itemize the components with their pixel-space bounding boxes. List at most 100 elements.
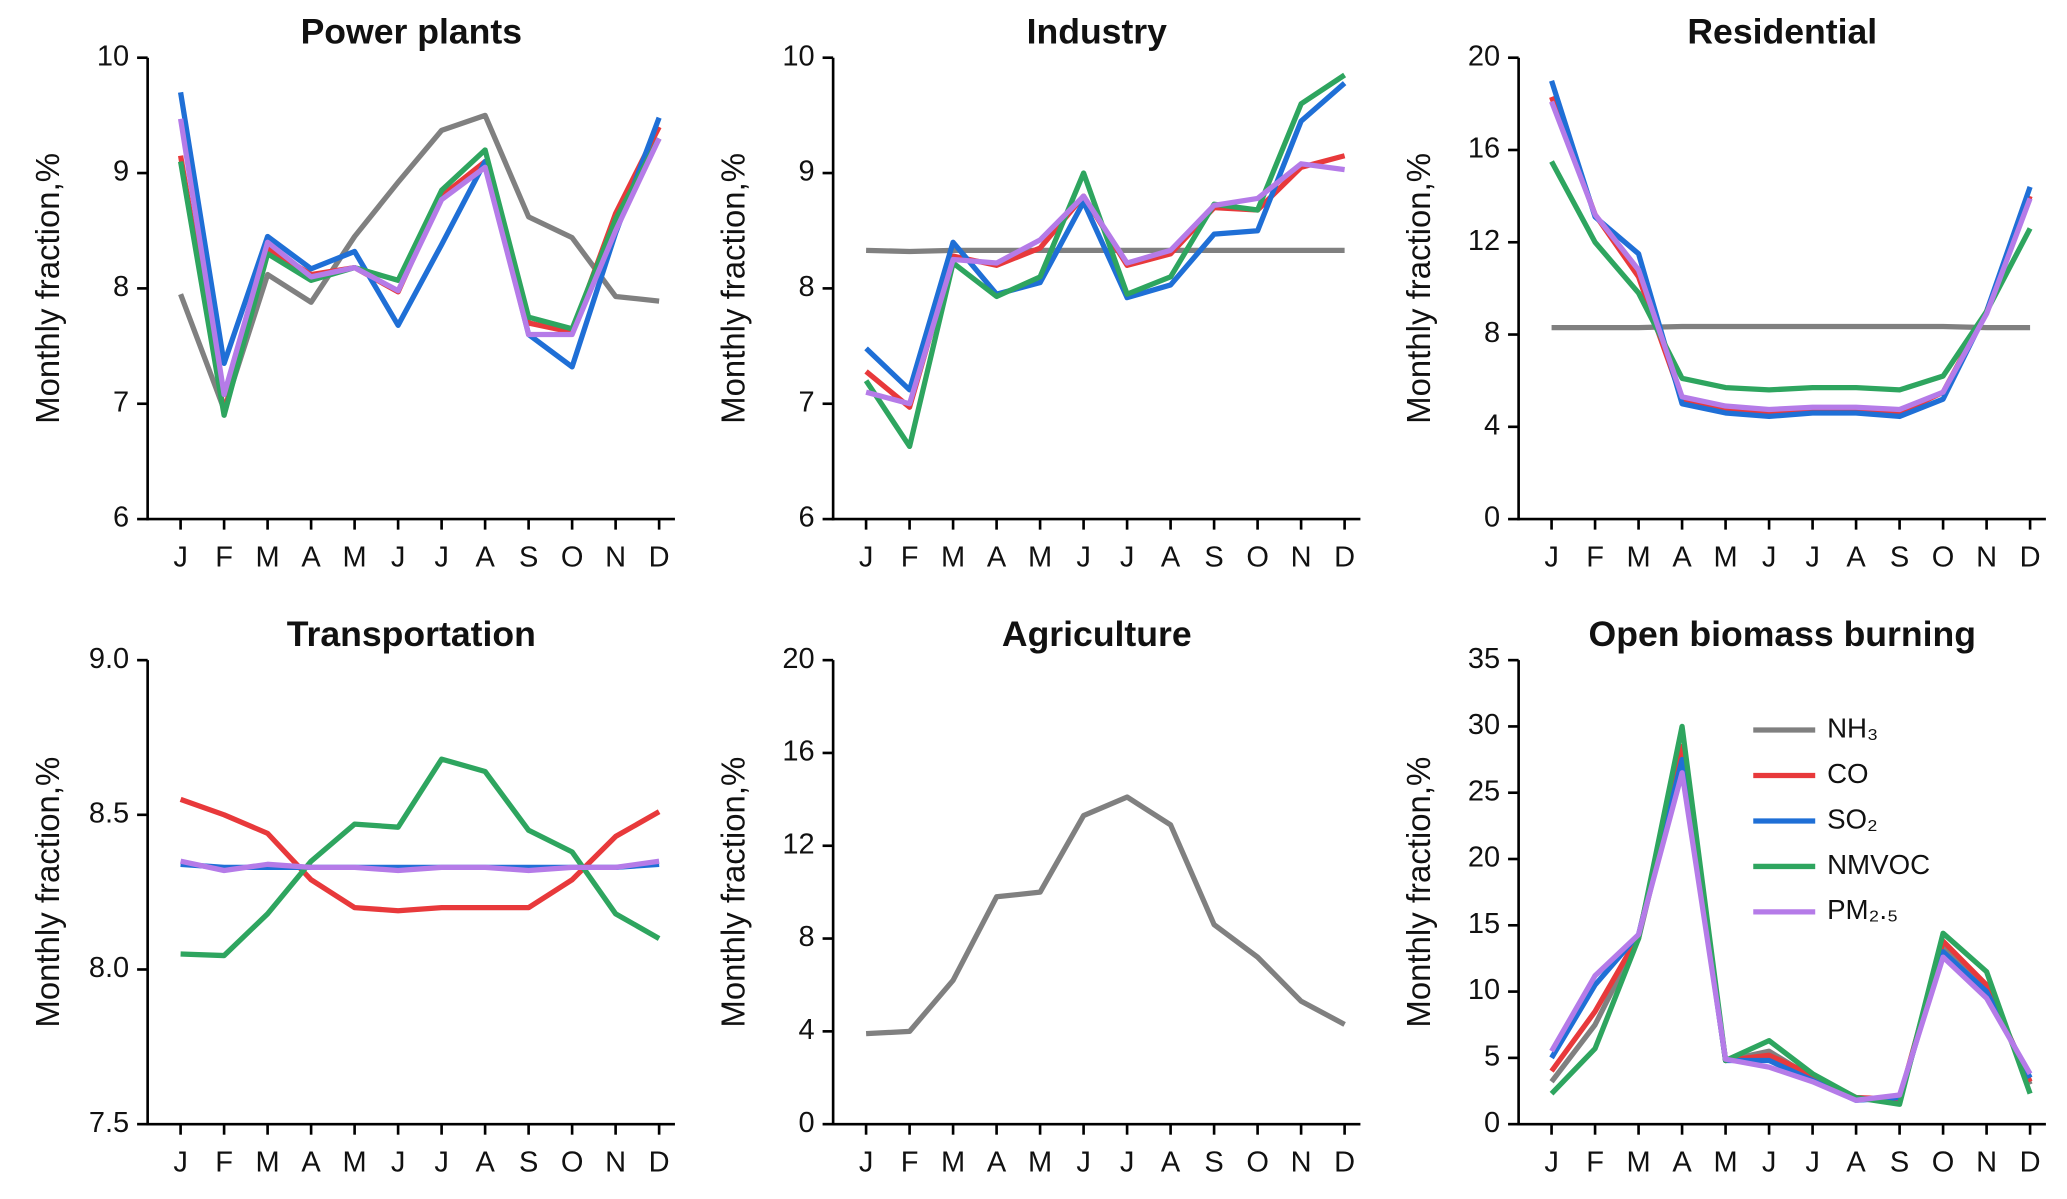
y-tick-label: 8	[799, 271, 815, 303]
x-tick-label: M	[1028, 1146, 1052, 1178]
x-tick-label: A	[1846, 541, 1866, 573]
series-line	[1549, 743, 2033, 1102]
x-tick-label: S	[1204, 541, 1223, 573]
x-tick-label: M	[256, 1146, 280, 1178]
y-axis-label: Monthly fraction,%	[714, 757, 751, 1028]
x-tick-label: J	[1805, 541, 1820, 573]
x-tick-label: S	[519, 1146, 538, 1178]
y-axis-label: Monthly fraction,%	[29, 757, 66, 1028]
chart-title: Open biomass burning	[1589, 614, 1976, 654]
x-tick-label: S	[1890, 1146, 1909, 1178]
x-tick-label: M	[343, 1146, 367, 1178]
x-tick-label: A	[475, 541, 495, 573]
series-line	[1551, 323, 2031, 331]
x-tick-label: A	[1672, 541, 1692, 573]
x-tick-label: M	[1713, 541, 1737, 573]
x-tick-label: S	[519, 541, 538, 573]
y-tick-label: 8.0	[89, 952, 129, 984]
y-tick-label: 10	[782, 40, 814, 72]
x-tick-label: J	[173, 1146, 188, 1178]
y-tick-label: 9.0	[89, 643, 129, 675]
series-line	[1549, 756, 2033, 1103]
x-tick-label: D	[649, 541, 670, 573]
x-tick-label: J	[1762, 1146, 1777, 1178]
y-tick-label: 16	[782, 736, 814, 768]
y-tick-label: 9	[113, 156, 129, 188]
x-tick-label: O	[1246, 1146, 1269, 1178]
x-tick-label: A	[475, 1146, 495, 1178]
series-line	[1549, 756, 2033, 1103]
x-tick-label: O	[1932, 1146, 1955, 1178]
x-tick-label: N	[1976, 1146, 1997, 1178]
chart-title: Industry	[1027, 11, 1168, 51]
x-tick-label: D	[649, 1146, 670, 1178]
x-tick-label: J	[1120, 1146, 1135, 1178]
y-tick-label: 16	[1468, 133, 1500, 165]
y-tick-label: 9	[799, 156, 815, 188]
x-tick-label: F	[1586, 541, 1604, 573]
x-tick-label: O	[561, 1146, 584, 1178]
x-tick-label: J	[1544, 1146, 1559, 1178]
y-tick-label: 6	[113, 502, 129, 534]
x-tick-label: A	[1672, 1146, 1692, 1178]
y-tick-label: 20	[782, 643, 814, 675]
y-tick-label: 8.5	[89, 797, 129, 829]
x-tick-label: J	[1805, 1146, 1820, 1178]
x-tick-label: N	[1291, 1146, 1312, 1178]
x-tick-label: A	[987, 541, 1007, 573]
series-line	[179, 796, 661, 914]
y-tick-label: 5	[1484, 1041, 1500, 1073]
x-tick-label: O	[1932, 541, 1955, 573]
y-axis-label: Monthly fraction,%	[714, 153, 751, 424]
y-tick-label: 35	[1468, 643, 1500, 675]
x-tick-label: A	[1161, 541, 1181, 573]
x-tick-label: J	[434, 541, 449, 573]
x-tick-label: J	[1120, 541, 1135, 573]
y-tick-label: 20	[1468, 842, 1500, 874]
x-tick-label: F	[1586, 1146, 1604, 1178]
chart-title: Agriculture	[1002, 614, 1192, 654]
series-line	[1549, 160, 2033, 393]
y-tick-label: 7	[113, 386, 129, 418]
series-line	[177, 91, 662, 370]
y-axis-label: Monthly fraction,%	[1400, 153, 1437, 424]
x-tick-label: A	[301, 541, 321, 573]
x-tick-label: F	[901, 1146, 919, 1178]
x-tick-label: M	[1626, 1146, 1650, 1178]
series-line	[177, 125, 662, 416]
series-line	[178, 112, 660, 413]
x-tick-label: M	[941, 1146, 965, 1178]
series-line	[177, 118, 662, 398]
x-tick-label: M	[941, 541, 965, 573]
x-tick-label: J	[173, 541, 188, 573]
x-tick-label: S	[1204, 1146, 1223, 1178]
x-tick-label: J	[434, 1146, 449, 1178]
x-tick-label: D	[1334, 541, 1355, 573]
legend-label: NH₃	[1827, 712, 1878, 743]
x-tick-label: M	[1028, 541, 1052, 573]
chart-title: Transportation	[287, 614, 536, 654]
x-tick-label: F	[215, 1146, 233, 1178]
series-line	[863, 72, 1347, 450]
y-tick-label: 7.5	[89, 1107, 129, 1139]
x-tick-label: A	[987, 1146, 1007, 1178]
x-tick-label: M	[1713, 1146, 1737, 1178]
series-line	[180, 858, 660, 874]
series-line	[1549, 723, 2033, 1107]
y-tick-label: 0	[1484, 1107, 1500, 1139]
x-tick-label: J	[391, 541, 406, 573]
y-tick-label: 10	[1468, 974, 1500, 1006]
x-tick-label: J	[859, 541, 874, 573]
x-tick-label: J	[1762, 541, 1777, 573]
y-tick-label: 4	[799, 1014, 815, 1046]
x-tick-label: A	[301, 1146, 321, 1178]
y-tick-label: 15	[1468, 908, 1500, 940]
chart-title: Residential	[1687, 11, 1877, 51]
series-line	[865, 161, 1345, 407]
x-tick-label: O	[561, 541, 584, 573]
x-tick-label: A	[1161, 1146, 1181, 1178]
legend-label: NMVOC	[1827, 849, 1930, 880]
y-tick-label: 8	[113, 271, 129, 303]
